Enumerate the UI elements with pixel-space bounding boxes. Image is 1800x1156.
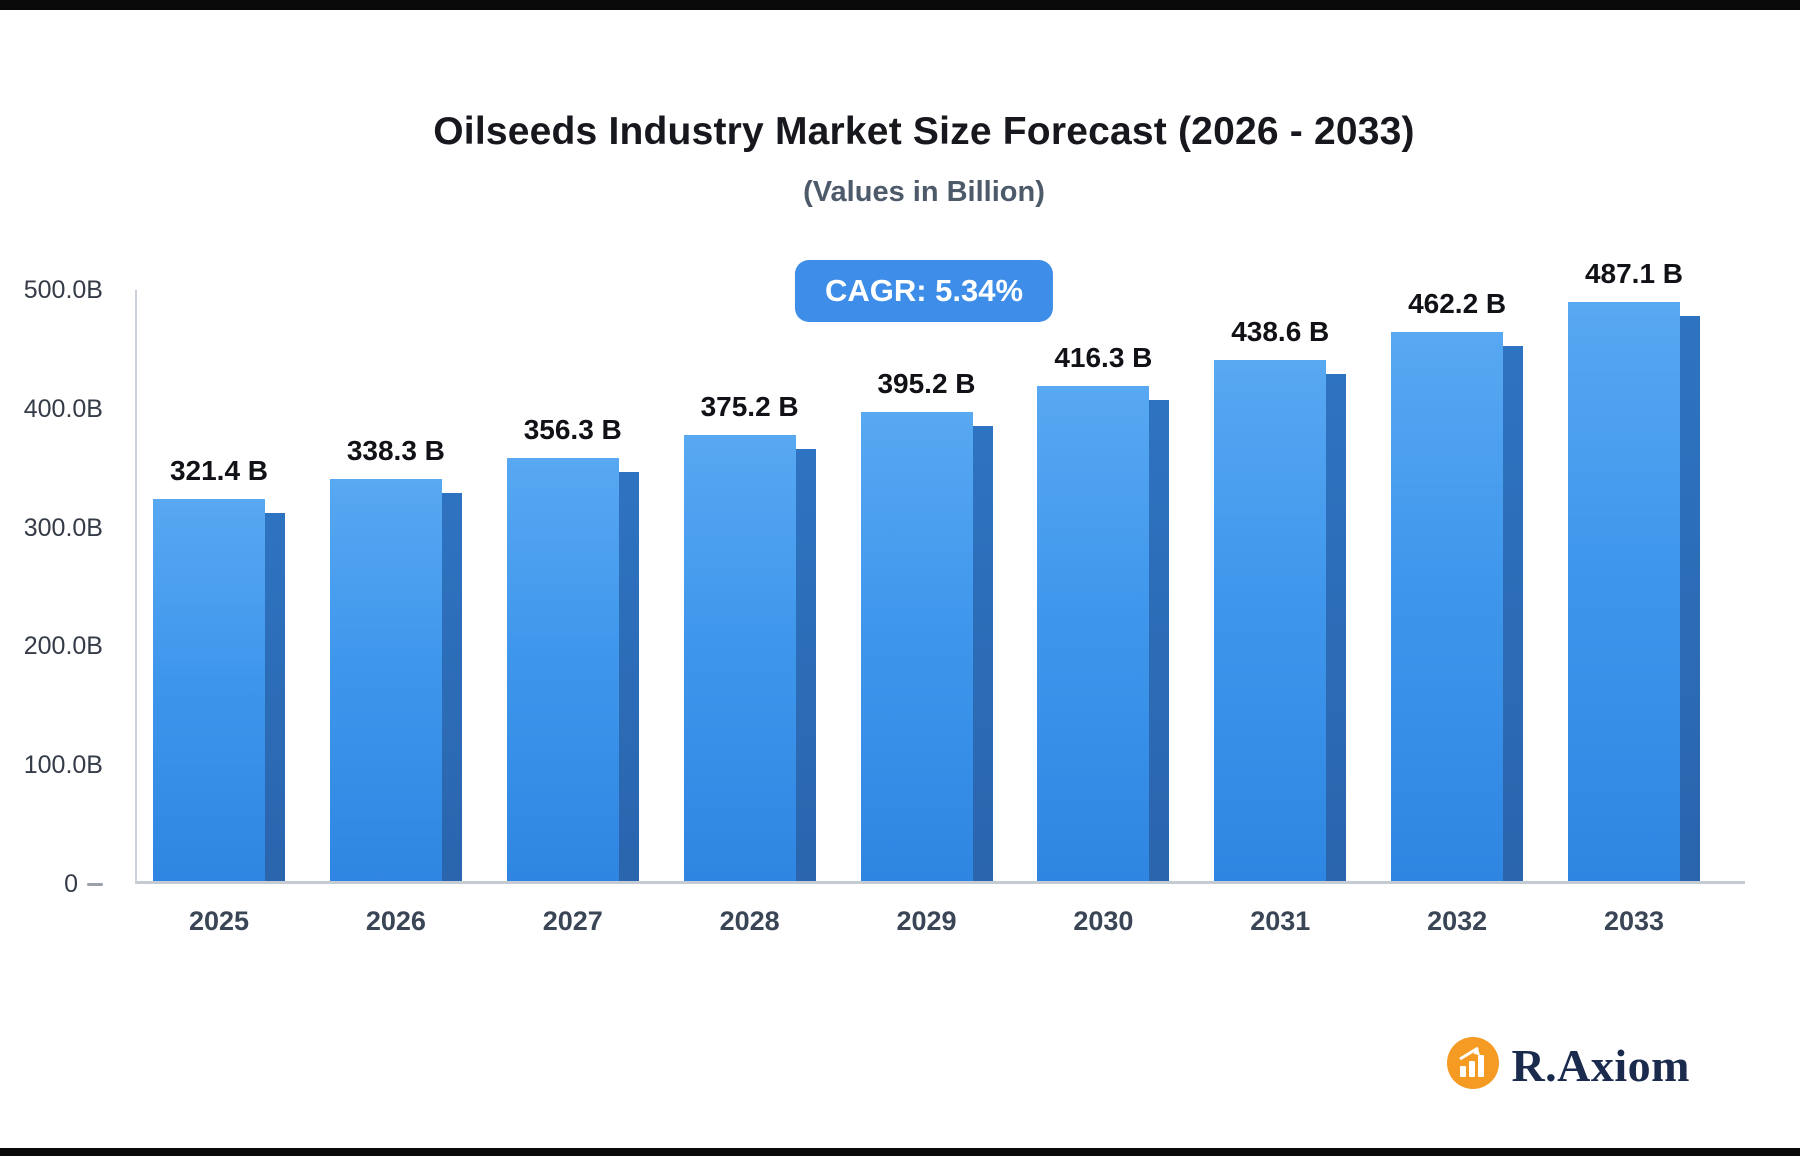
x-axis-label: 2032 xyxy=(1427,906,1488,936)
bar xyxy=(1037,386,1150,881)
bar xyxy=(329,479,442,881)
bar xyxy=(153,499,265,881)
bar xyxy=(1568,302,1680,881)
bar-group: 338.3 B 2026 xyxy=(329,435,462,936)
y-axis-tick-label: 300.0B xyxy=(23,513,103,542)
bars: 321.4 B 2025 338.3 B 2026 356.3 B 2027 375.2 B… xyxy=(153,258,1700,936)
bar xyxy=(1214,360,1327,881)
bar xyxy=(1391,332,1504,881)
brand-logo: R.Axiom xyxy=(1447,1037,1690,1094)
y-axis-tick-label: 200.0B xyxy=(23,632,103,661)
bar-value-label: 356.3 B xyxy=(523,414,622,445)
bar-side-face xyxy=(441,493,462,881)
bar-value-label: 462.2 B xyxy=(1408,288,1507,319)
bottom-border xyxy=(0,1148,1800,1156)
x-axis-label: 2025 xyxy=(188,906,250,936)
bar-group: 395.2 B 2029 xyxy=(860,368,993,936)
bar-side-face xyxy=(795,449,816,881)
y-axis-tick-label: 100.0B xyxy=(23,751,103,780)
x-axis-label: 2027 xyxy=(542,906,603,936)
top-border xyxy=(0,0,1800,10)
x-axis-label: 2031 xyxy=(1250,906,1311,936)
page-subtitle: (Values in Billion) xyxy=(803,176,1045,208)
x-axis-label: 2030 xyxy=(1073,906,1134,936)
bar-value-label: 416.3 B xyxy=(1054,342,1153,373)
bar-side-face xyxy=(1326,374,1347,881)
bar xyxy=(860,412,973,881)
bar-side-face xyxy=(1149,400,1170,881)
cagr-badge: CAGR: 5.34% xyxy=(794,260,1054,322)
page-title: Oilseeds Industry Market Size Forecast (… xyxy=(433,110,1415,153)
bar-side-face xyxy=(265,513,285,881)
bar-side-face xyxy=(618,472,639,881)
bar-value-label: 338.3 B xyxy=(346,435,445,466)
axis-tick-mark xyxy=(87,882,103,886)
plot-area: 321.4 B 2025 338.3 B 2026 356.3 B 2027 375.2 B… xyxy=(135,258,1745,936)
bar-side-face xyxy=(1503,346,1524,881)
x-axis-label: 2029 xyxy=(896,906,957,936)
x-axis-label: 2026 xyxy=(365,906,426,936)
bar-group: 438.6 B 2031 xyxy=(1214,316,1347,936)
y-axis-tick-label: 400.0B xyxy=(23,394,103,423)
brand-name: R.Axiom xyxy=(1511,1040,1690,1091)
x-axis-label: 2033 xyxy=(1603,906,1665,936)
y-axis-tick-label: 0 xyxy=(64,870,103,898)
bar-value-label: 395.2 B xyxy=(877,368,976,399)
bar-value-label: 375.2 B xyxy=(700,391,799,422)
bar-value-label: 487.1 B xyxy=(1584,258,1684,289)
bar xyxy=(506,458,619,881)
bar-group: 321.4 B 2025 xyxy=(153,455,285,936)
x-axis-label: 2028 xyxy=(719,906,780,936)
bar-group: 487.1 B 2033 xyxy=(1568,258,1700,936)
bar-value-label: 438.6 B xyxy=(1231,316,1330,347)
bar-group: 356.3 B 2027 xyxy=(506,414,639,936)
bar-value-label: 321.4 B xyxy=(169,455,269,486)
y-axis: 0 100.0B 200.0B 300.0B 400.0B 500.0B xyxy=(0,276,103,898)
bar-group: 462.2 B 2032 xyxy=(1391,288,1524,936)
bar-chart-icon xyxy=(1447,1037,1500,1094)
bar xyxy=(683,435,796,881)
bar-side-face xyxy=(1680,316,1700,881)
bar-group: 375.2 B 2028 xyxy=(683,391,816,936)
y-axis-tick-label: 500.0B xyxy=(23,276,103,304)
bar-side-face xyxy=(972,426,993,881)
bar-group: 416.3 B 2030 xyxy=(1037,342,1170,936)
